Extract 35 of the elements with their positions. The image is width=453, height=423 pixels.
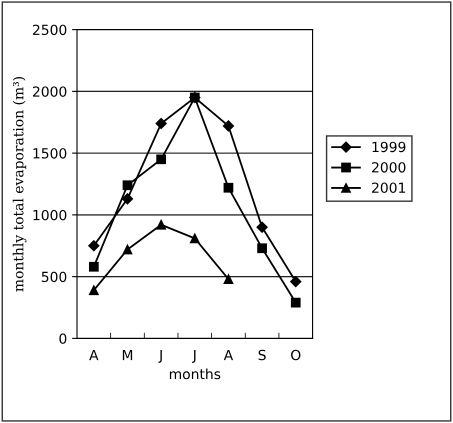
point [88,240,100,252]
y-tick-label: 1000 [33,210,66,220]
point [222,120,234,132]
point [256,222,268,233]
x-tick-label: M [122,350,132,360]
x-tick-label: A [89,350,98,360]
point [88,262,99,272]
y-tick-label: 2000 [32,86,66,97]
point [257,243,267,254]
point [122,193,134,204]
point [290,276,302,288]
point [224,274,234,284]
x-tick-label: A [224,350,234,360]
x-tick-label: O [291,350,300,360]
point [156,154,166,164]
x-tick-label: J [158,350,162,363]
y-tick-label: 500 [42,272,66,282]
x-tick-label: J [192,350,196,363]
point [88,285,99,296]
y-axis-title: monthly total evaporation (m³) [12,77,26,292]
legend-label: 1999 [372,142,406,152]
point [290,298,301,308]
y-tick-label: 0 [59,333,66,344]
x-tick-label: S [258,350,266,360]
y-tick-label: 1500 [33,148,66,159]
point [122,244,132,254]
y-tick-label: 2500 [32,24,66,36]
x-axis-title: months [170,368,220,380]
point [156,220,166,230]
point [122,180,132,190]
point [224,182,234,193]
legend-label: 2000 [372,162,406,173]
legend-label: 2001 [372,182,406,193]
point [190,233,200,244]
point [156,118,167,130]
